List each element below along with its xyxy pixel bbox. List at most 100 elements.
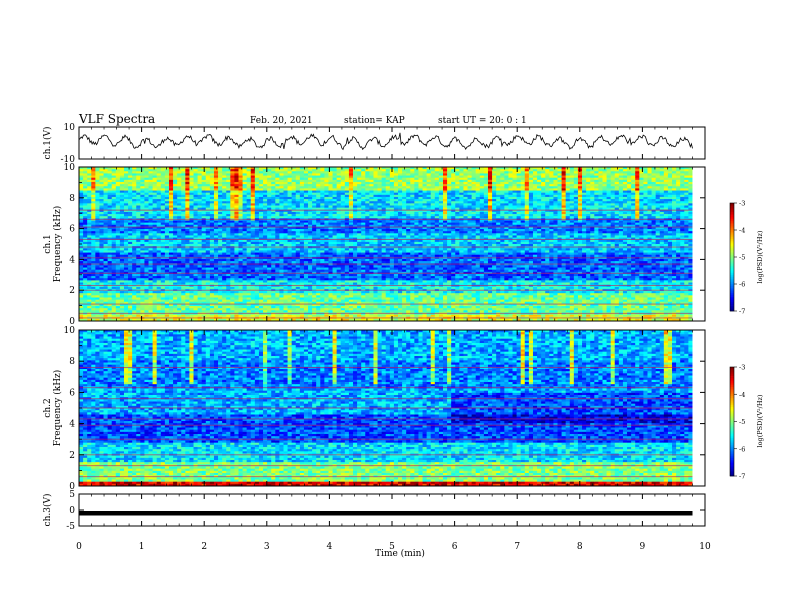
ch1-spec-cell	[160, 301, 166, 305]
ch1-spec-cell	[136, 199, 141, 202]
ch1-spec-cell	[91, 194, 96, 198]
ch1-spec-cell	[83, 179, 88, 183]
ch1-spec-cell	[148, 269, 154, 273]
ch1-spec-cell	[103, 196, 109, 200]
ch1-spec-cell	[79, 207, 84, 211]
ch1-spec-cell	[140, 188, 145, 191]
ch1-spec-cell	[156, 314, 162, 318]
ch1-spec-cell	[83, 207, 88, 211]
ch1-spec-cell	[144, 239, 149, 243]
ch1-spec-cell	[136, 291, 141, 294]
ch1-spec-cell	[173, 179, 178, 183]
ch1-spec-cell	[115, 177, 121, 181]
ch1-spec-cell	[160, 179, 166, 183]
ch1-spec-cell	[156, 265, 162, 268]
ch1-spec-cell	[128, 252, 133, 256]
ch1-spec-cell	[99, 205, 104, 209]
ch1-spec-cell	[164, 222, 170, 226]
ch1-spec-cell	[140, 211, 145, 215]
ch1-spec-cell	[79, 186, 84, 189]
ch1-spec-cell	[123, 235, 129, 238]
ch1-spec-cell	[156, 190, 162, 194]
ch1-spec-cell	[148, 265, 154, 268]
ch1-spec-cell	[152, 203, 158, 206]
ch1-spec-cell	[136, 169, 141, 172]
ch1-spec-cell	[111, 203, 117, 206]
ch1-spec-cell	[136, 273, 141, 277]
ch1-spec-cell	[132, 167, 137, 170]
ch1-spec-cell	[160, 295, 166, 298]
ch1-spec-cell	[115, 184, 121, 187]
ch1-spec-cell	[136, 250, 141, 253]
ch1-spec-cell	[132, 203, 137, 206]
ch1-spec-cell	[144, 205, 149, 209]
ch1-spec-cell	[168, 186, 174, 189]
ch1-spec-cell	[95, 306, 100, 309]
ch1-spec-cell	[95, 308, 100, 311]
ch1-spec-cell	[91, 186, 96, 189]
ch1-spec-cell	[152, 226, 158, 230]
ch1-spec-cell	[152, 295, 158, 298]
ch1-spec-cell	[168, 291, 174, 294]
ch1-spec-cell	[103, 261, 109, 264]
ch1-spec-cell	[144, 233, 149, 236]
ch1-spec-cell	[148, 293, 154, 296]
ch1-spec-cell	[95, 233, 100, 236]
ch1-spec-cell	[128, 235, 133, 238]
ch1-spec-cell	[95, 167, 100, 170]
ch1-spec-cell	[79, 222, 84, 226]
ch1-spec-cell	[79, 250, 84, 253]
ch1-spec-cell	[107, 278, 113, 281]
ch1-spec-cell	[160, 167, 166, 170]
ch1-spec-cell	[87, 199, 92, 202]
ch1-spec-cell	[173, 167, 178, 170]
ch1-spec-cell	[79, 175, 84, 179]
ch1-spec-cell	[119, 297, 125, 301]
ch1-spec-cell	[128, 190, 133, 194]
ch1-spec-cell	[144, 273, 149, 277]
ch1-spec-cell	[144, 196, 149, 200]
ch1-spec-cell	[173, 169, 178, 172]
ch1-spec-cell	[99, 186, 104, 189]
ch1-spec-cell	[164, 167, 170, 170]
ch1-spec-cell	[111, 233, 117, 236]
ch1-spec-cell	[156, 261, 162, 264]
ch1-spec-cell	[128, 188, 133, 191]
ch1-spec-cell	[123, 269, 129, 273]
ch1-spec-cell	[115, 205, 121, 209]
ch1-spec-cell	[83, 248, 88, 251]
ch1-spec-cell	[144, 306, 149, 309]
ch1-spec-cell	[83, 229, 88, 232]
ch1-spec-cell	[115, 231, 121, 234]
ch1-spec-cell	[128, 231, 133, 234]
ch1-spec-cell	[107, 301, 113, 305]
ch1-spec-cell	[136, 267, 141, 271]
ch1-spec-cell	[107, 211, 113, 215]
ch1-spec-cell	[107, 203, 113, 206]
ch1-spec-cell	[115, 276, 121, 279]
ch1-spec-cell	[132, 171, 137, 174]
ch1-spec-cell	[79, 306, 84, 309]
ch1-spec-cell	[144, 169, 149, 172]
ch1-spec-cell	[115, 188, 121, 191]
ch1-spec-cell	[156, 306, 162, 309]
ch1-spec-cell	[136, 258, 141, 262]
ch1-spec-cell	[115, 190, 121, 194]
ch1-spec-cell	[91, 184, 96, 187]
ch1-spec-cell	[136, 239, 141, 243]
ch1-spec-cell	[132, 186, 137, 189]
ch1-spec-cell	[164, 220, 170, 224]
ch1-spec-cell	[144, 226, 149, 230]
ch1-spec-cell	[119, 188, 125, 191]
ch1-spec-cell	[148, 224, 154, 228]
ch1-spec-cell	[103, 235, 109, 238]
ch1-spec-cell	[168, 181, 174, 185]
ch1-spec-cell	[107, 273, 113, 277]
ch1-spec-cell	[140, 314, 145, 318]
ch1-spec-cell	[103, 181, 109, 185]
ch1-spec-cell	[156, 181, 162, 185]
ch1-spec-cell	[156, 229, 162, 232]
ch1-spec-cell	[136, 175, 141, 179]
ch1-spec-cell	[103, 303, 109, 307]
ch1-spec-cell	[168, 226, 174, 230]
